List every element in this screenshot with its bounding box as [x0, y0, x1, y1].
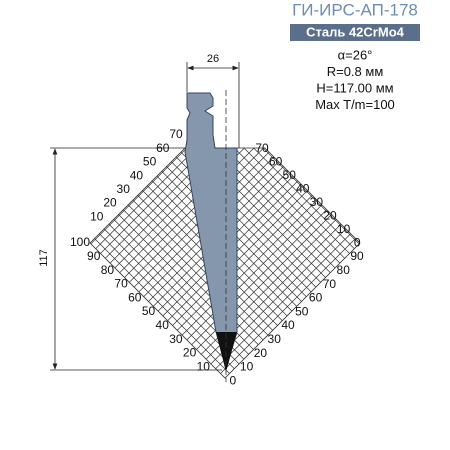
grid-line [124, 148, 360, 378]
grid-line [90, 148, 360, 378]
scale-label: 40 [156, 318, 170, 332]
scale-label: 20 [254, 346, 268, 360]
grid-line [90, 148, 360, 378]
grid-line [374, 0, 450, 450]
grid-line [384, 0, 450, 450]
scale-label: 70 [169, 127, 183, 141]
scale-label: 20 [323, 209, 337, 223]
grid-line [90, 148, 360, 378]
scale-label: 10 [337, 222, 351, 236]
scale-label: 80 [337, 263, 351, 277]
grid-line [90, 148, 326, 378]
scale-label: 80 [101, 263, 115, 277]
grid-line [90, 148, 326, 378]
punch [184, 92, 238, 370]
scale-label: 40 [281, 318, 295, 332]
title: ГИ-ИРС-АП-178 [292, 0, 418, 19]
grid-line [105, 148, 360, 378]
param: R=0.8 мм [327, 64, 384, 79]
grid-line [90, 148, 336, 378]
scale-label: 10 [240, 360, 254, 374]
scale-label: 30 [169, 332, 183, 346]
grid-line [90, 148, 355, 378]
scale-label: 100 [70, 235, 90, 249]
scale-label: 50 [295, 304, 309, 318]
scale-label: 60 [269, 155, 283, 169]
param: α=26° [338, 47, 373, 62]
material-badge [290, 24, 420, 41]
grid-line [90, 148, 360, 378]
grid-line [143, 148, 360, 378]
scale-label: 20 [103, 196, 117, 210]
width-dim: 26 [207, 53, 219, 65]
grid-line [90, 148, 345, 378]
scale-label: 70 [323, 277, 337, 291]
param: H=117.00 мм [316, 80, 393, 95]
punch-tip [216, 332, 237, 372]
grid-border [89, 147, 361, 379]
scale-label: 70 [114, 277, 128, 291]
grid-line [90, 148, 360, 378]
scale-label: 50 [143, 155, 157, 169]
scale-label: 40 [296, 182, 310, 196]
grid-line [90, 148, 360, 378]
grid-line [143, 148, 360, 378]
grid-line [90, 148, 360, 378]
scale-label: 30 [117, 182, 131, 196]
scale-label: 60 [128, 290, 142, 304]
scale-label: 50 [283, 168, 297, 182]
grid-line [90, 148, 360, 378]
scale-label: 20 [183, 346, 197, 360]
scale-label: 30 [268, 332, 282, 346]
scale-labels: 7060504030201010090807060504030201070605… [70, 127, 364, 387]
grid-line [384, 0, 450, 450]
grid-line [90, 148, 360, 378]
param: Max T/m=100 [315, 97, 395, 112]
scale-label: 10 [197, 359, 211, 373]
scale-label: 60 [309, 291, 323, 305]
params: α=26° R=0.8 ммH=117.00 мм Max T/m=100 [315, 47, 395, 112]
scale-label: 10 [90, 209, 104, 223]
grid-line [124, 148, 360, 378]
scale-label: 60 [156, 141, 170, 155]
grid-line [90, 148, 360, 378]
height-dim: 117 [38, 249, 50, 267]
grid-line [90, 148, 307, 378]
grid-line [90, 148, 360, 378]
scale-label: 40 [130, 168, 144, 182]
scale-label: 90 [87, 249, 101, 263]
grid-line [90, 148, 360, 378]
grid-line [90, 148, 307, 378]
scale-label: 70 [255, 141, 269, 155]
grid-line [105, 148, 360, 378]
scale-label: 0 [354, 236, 361, 250]
scale-label: 90 [350, 249, 364, 263]
grid-line [90, 148, 345, 378]
grid-line [374, 0, 450, 450]
grid-line [90, 148, 360, 378]
scale-label: 50 [142, 304, 156, 318]
material: Сталь 42CrMo4 [306, 24, 405, 39]
scale-label: 30 [310, 195, 324, 209]
scale-label: 0 [229, 373, 236, 387]
